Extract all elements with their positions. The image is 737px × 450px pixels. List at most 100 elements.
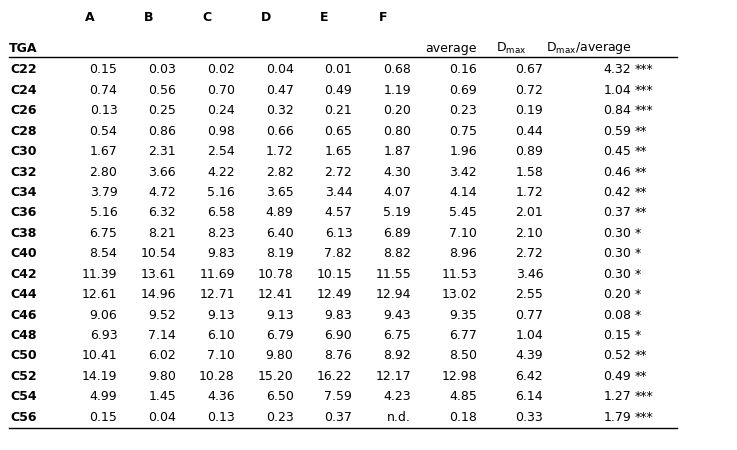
- Text: 6.40: 6.40: [266, 227, 293, 240]
- Text: 13.61: 13.61: [141, 268, 176, 281]
- Text: 0.20: 0.20: [604, 288, 632, 301]
- Text: 2.10: 2.10: [515, 227, 543, 240]
- Text: 7.82: 7.82: [324, 248, 352, 260]
- Text: 1.65: 1.65: [324, 145, 352, 158]
- Text: 0.47: 0.47: [266, 84, 293, 97]
- Text: 0.37: 0.37: [604, 207, 632, 220]
- Text: **: **: [635, 125, 647, 138]
- Text: 3.42: 3.42: [450, 166, 477, 179]
- Text: 0.23: 0.23: [266, 411, 293, 424]
- Text: **: **: [635, 186, 647, 199]
- Text: C24: C24: [10, 84, 37, 97]
- Text: 7.14: 7.14: [148, 329, 176, 342]
- Text: 4.89: 4.89: [266, 207, 293, 220]
- Text: **: **: [635, 166, 647, 179]
- Text: 2.82: 2.82: [266, 166, 293, 179]
- Text: 0.72: 0.72: [515, 84, 543, 97]
- Text: C48: C48: [10, 329, 37, 342]
- Text: 6.89: 6.89: [383, 227, 411, 240]
- Text: 0.69: 0.69: [450, 84, 477, 97]
- Text: 4.23: 4.23: [383, 390, 411, 403]
- Text: 0.45: 0.45: [604, 145, 632, 158]
- Text: D$_{\mathrm{max}}$: D$_{\mathrm{max}}$: [497, 41, 527, 56]
- Text: 4.99: 4.99: [90, 390, 117, 403]
- Text: **: **: [635, 370, 647, 383]
- Text: 2.31: 2.31: [149, 145, 176, 158]
- Text: 0.23: 0.23: [450, 104, 477, 117]
- Text: 8.50: 8.50: [449, 350, 477, 362]
- Text: 9.52: 9.52: [148, 309, 176, 322]
- Text: 6.58: 6.58: [207, 207, 235, 220]
- Text: *: *: [635, 227, 640, 240]
- Text: 6.77: 6.77: [450, 329, 477, 342]
- Text: 1.96: 1.96: [450, 145, 477, 158]
- Text: C40: C40: [10, 248, 37, 260]
- Text: n.d.: n.d.: [387, 411, 411, 424]
- Text: *: *: [635, 268, 640, 281]
- Text: 8.92: 8.92: [383, 350, 411, 362]
- Text: 12.94: 12.94: [376, 288, 411, 301]
- Text: C52: C52: [10, 370, 37, 383]
- Text: B: B: [144, 10, 153, 23]
- Text: 3.79: 3.79: [90, 186, 117, 199]
- Text: 1.27: 1.27: [604, 390, 632, 403]
- Text: *: *: [635, 288, 640, 301]
- Text: A: A: [85, 10, 94, 23]
- Text: C42: C42: [10, 268, 37, 281]
- Text: average: average: [426, 42, 477, 55]
- Text: 12.71: 12.71: [199, 288, 235, 301]
- Text: C50: C50: [10, 350, 37, 362]
- Text: 8.82: 8.82: [383, 248, 411, 260]
- Text: 6.42: 6.42: [516, 370, 543, 383]
- Text: 3.46: 3.46: [516, 268, 543, 281]
- Text: 0.04: 0.04: [148, 411, 176, 424]
- Text: 0.77: 0.77: [515, 309, 543, 322]
- Text: 0.59: 0.59: [604, 125, 632, 138]
- Text: 0.67: 0.67: [515, 63, 543, 76]
- Text: 0.86: 0.86: [148, 125, 176, 138]
- Text: C38: C38: [10, 227, 37, 240]
- Text: D: D: [261, 10, 270, 23]
- Text: 2.72: 2.72: [515, 248, 543, 260]
- Text: F: F: [379, 10, 388, 23]
- Text: 2.72: 2.72: [324, 166, 352, 179]
- Text: ***: ***: [635, 390, 653, 403]
- Text: 0.49: 0.49: [604, 370, 632, 383]
- Text: C46: C46: [10, 309, 37, 322]
- Text: 0.25: 0.25: [148, 104, 176, 117]
- Text: 0.08: 0.08: [604, 309, 632, 322]
- Text: ***: ***: [635, 104, 653, 117]
- Text: 0.98: 0.98: [207, 125, 235, 138]
- Text: 15.20: 15.20: [258, 370, 293, 383]
- Text: 4.30: 4.30: [383, 166, 411, 179]
- Text: 1.58: 1.58: [515, 166, 543, 179]
- Text: ***: ***: [635, 411, 653, 424]
- Text: 4.57: 4.57: [324, 207, 352, 220]
- Text: 4.14: 4.14: [450, 186, 477, 199]
- Text: 2.55: 2.55: [515, 288, 543, 301]
- Text: 0.74: 0.74: [89, 84, 117, 97]
- Text: 10.41: 10.41: [82, 350, 117, 362]
- Text: ***: ***: [635, 84, 653, 97]
- Text: 10.54: 10.54: [140, 248, 176, 260]
- Text: 3.44: 3.44: [325, 186, 352, 199]
- Text: 0.33: 0.33: [515, 411, 543, 424]
- Text: 7.10: 7.10: [207, 350, 235, 362]
- Text: C36: C36: [10, 207, 37, 220]
- Text: 9.83: 9.83: [207, 248, 235, 260]
- Text: 5.45: 5.45: [450, 207, 477, 220]
- Text: 6.13: 6.13: [325, 227, 352, 240]
- Text: 4.22: 4.22: [207, 166, 235, 179]
- Text: 0.30: 0.30: [604, 248, 632, 260]
- Text: 4.39: 4.39: [516, 350, 543, 362]
- Text: 9.83: 9.83: [324, 309, 352, 322]
- Text: 0.89: 0.89: [515, 145, 543, 158]
- Text: 1.87: 1.87: [383, 145, 411, 158]
- Text: 0.13: 0.13: [90, 104, 117, 117]
- Text: 9.35: 9.35: [450, 309, 477, 322]
- Text: 2.80: 2.80: [89, 166, 117, 179]
- Text: 8.19: 8.19: [266, 248, 293, 260]
- Text: 4.72: 4.72: [148, 186, 176, 199]
- Text: 12.41: 12.41: [258, 288, 293, 301]
- Text: 12.17: 12.17: [375, 370, 411, 383]
